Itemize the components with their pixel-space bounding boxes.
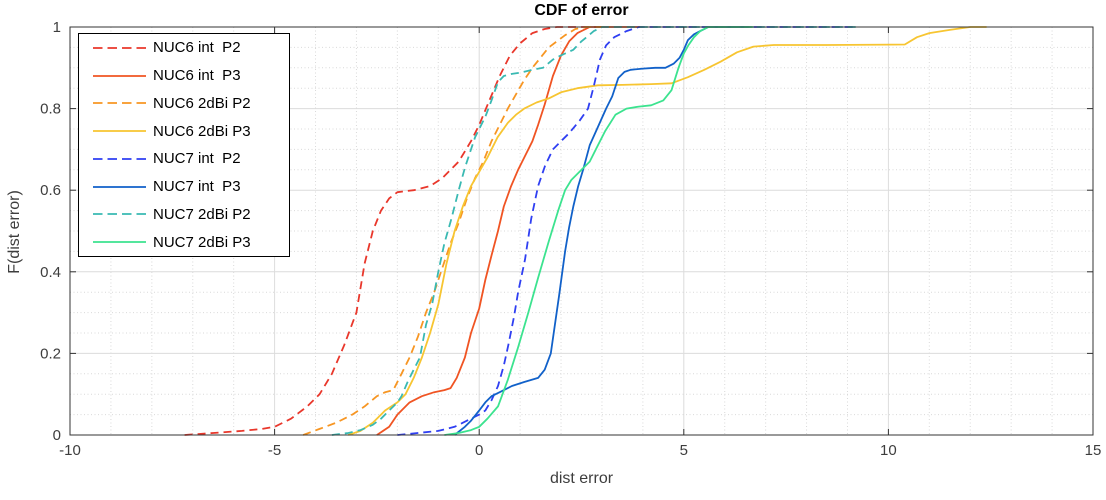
series-nuc6-2dbi-p2 (302, 26, 611, 436)
y-tick-label: 0.4 (40, 264, 61, 281)
legend: NUC6 int P2 NUC6 int P3 NUC6 2dBi P2 NUC6 2… (78, 33, 290, 257)
x-tick-label: 10 (880, 442, 897, 459)
y-axis-label: F(dist error) (6, 190, 23, 274)
y-tick-label: 1 (53, 19, 61, 36)
x-axis-label: dist error (549, 470, 614, 487)
legend-label: NUC7 int P3 (153, 178, 241, 196)
legend-line-sample (93, 185, 146, 188)
chart-title: CDF of error (534, 2, 629, 19)
y-tick-label: 0.6 (40, 182, 61, 199)
x-tick-label: -5 (268, 442, 281, 459)
x-tick-label: 5 (680, 442, 688, 459)
y-tick-label: 0.8 (40, 101, 61, 118)
legend-line-sample (93, 130, 146, 133)
series-nuc6-2dbi-p3 (348, 26, 987, 436)
legend-item-nuc6-2dbi-p2: NUC6 2dBi P2 (79, 90, 289, 118)
legend-line-sample (93, 46, 146, 49)
legend-item-nuc7-2dbi-p2: NUC7 2dBi P2 (79, 201, 289, 229)
legend-label: NUC7 2dBi P2 (153, 205, 251, 223)
legend-label: NUC6 int P3 (153, 67, 241, 85)
legend-line-sample (93, 74, 146, 77)
legend-line-sample (93, 157, 146, 160)
legend-label: NUC7 2dBi P3 (153, 233, 251, 251)
y-tick-label: 0.2 (40, 345, 61, 362)
legend-label: NUC6 int P2 (153, 39, 241, 57)
series-nuc6-int-p2 (184, 26, 602, 436)
legend-line-sample (93, 213, 146, 216)
legend-item-nuc6-int-p2: NUC6 int P2 (79, 34, 289, 62)
legend-item-nuc7-int-p2: NUC7 int P2 (79, 145, 289, 173)
x-tick-label: 0 (475, 442, 483, 459)
x-tick-label: -10 (59, 442, 81, 459)
legend-label: NUC6 2dBi P3 (153, 122, 251, 140)
x-tick-label: 15 (1085, 442, 1102, 459)
legend-line-sample (93, 241, 146, 244)
series-nuc6-int-p3 (376, 26, 643, 436)
legend-item-nuc6-2dbi-p3: NUC6 2dBi P3 (79, 117, 289, 145)
legend-item-nuc7-int-p3: NUC7 int P3 (79, 173, 289, 201)
series-nuc7-2dbi-p3 (444, 26, 754, 436)
series-nuc7-2dbi-p2 (331, 26, 856, 436)
legend-item-nuc7-2dbi-p3: NUC7 2dBi P3 (79, 228, 289, 256)
legend-label: NUC6 2dBi P2 (153, 94, 251, 112)
legend-item-nuc6-int-p3: NUC6 int P3 (79, 62, 289, 90)
plot-box (69, 26, 1094, 436)
legend-label: NUC7 int P2 (153, 150, 241, 168)
y-tick-label: 0 (53, 427, 61, 444)
legend-line-sample (93, 102, 146, 105)
series-nuc7-int-p3 (454, 26, 746, 436)
